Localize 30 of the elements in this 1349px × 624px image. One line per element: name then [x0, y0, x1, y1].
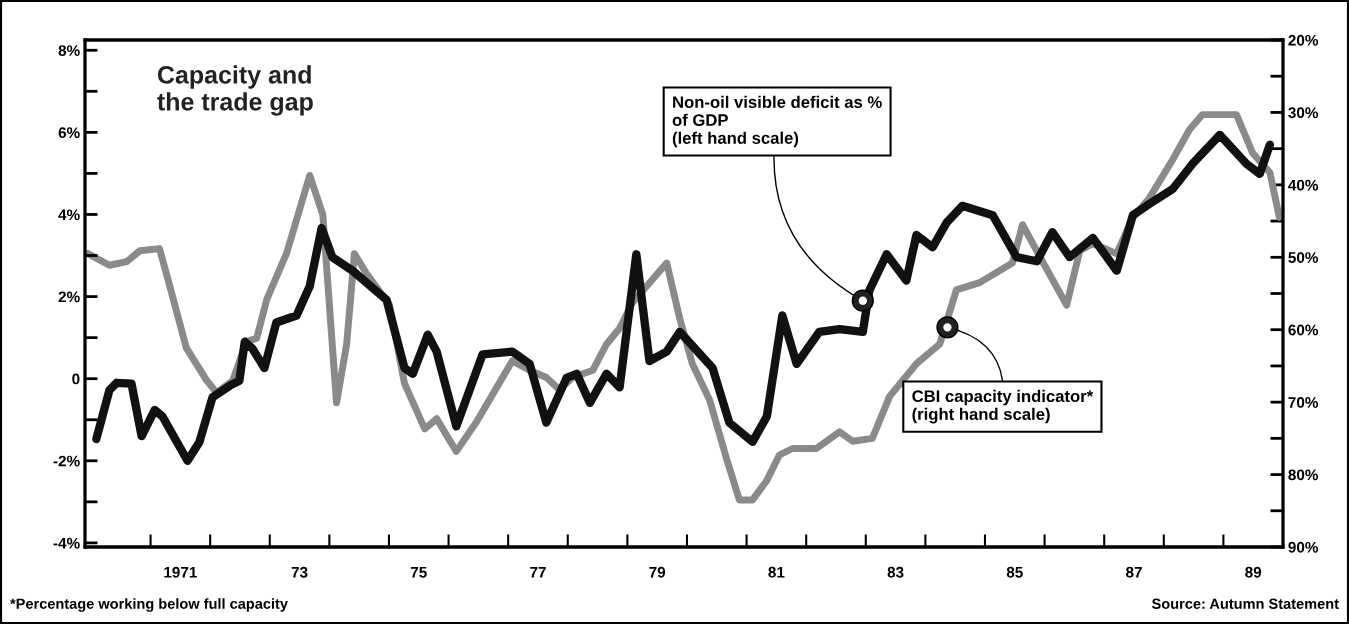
y2-tick-label: 20% — [1288, 34, 1319, 46]
x-tick-label: 73 — [291, 566, 308, 578]
x-tick-label: 77 — [530, 567, 546, 578]
y-tick-label: 8% — [58, 45, 80, 56]
text: Capacity and the trade gap — [157, 65, 313, 116]
text: *Percentage working below full capacity — [10, 598, 288, 612]
y-tick-label: 4% — [58, 209, 80, 221]
x-tick-label: 87 — [1125, 566, 1142, 578]
y-tick-label: 6% — [58, 127, 80, 139]
y2-tick-label: 80% — [1288, 469, 1319, 481]
y2-tick-label: 30% — [1288, 107, 1319, 119]
y2-tick-label: 60% — [1288, 324, 1319, 336]
y-tick-label: 2% — [58, 291, 80, 303]
x-tick-label: 85 — [1006, 566, 1023, 578]
x-tick-label: 75 — [410, 567, 427, 578]
annotation: Non-oil visible deficit as % of GDP (left hand scale) — [672, 95, 882, 148]
x-tick-label: 79 — [649, 566, 666, 578]
y-tick-label: 0 — [72, 373, 80, 385]
x-tick-label: 81 — [768, 566, 785, 578]
y-tick-label: -4% — [53, 537, 80, 549]
y-tick-label: -2% — [53, 455, 80, 467]
annotation: CBI capacity indicator* (right hand scale) — [912, 389, 1094, 424]
y2-tick-label: 50% — [1288, 252, 1319, 263]
y2-tick-label: 90% — [1288, 541, 1319, 553]
y2-tick-label: 40% — [1288, 179, 1319, 191]
x-tick-label: 89 — [1245, 566, 1262, 578]
y2-tick-label: 70% — [1288, 397, 1319, 408]
source-note: Source: Autumn Statement — [1151, 598, 1339, 609]
x-tick-label: 83 — [887, 566, 904, 578]
x-tick-label: 1971 — [164, 566, 197, 578]
